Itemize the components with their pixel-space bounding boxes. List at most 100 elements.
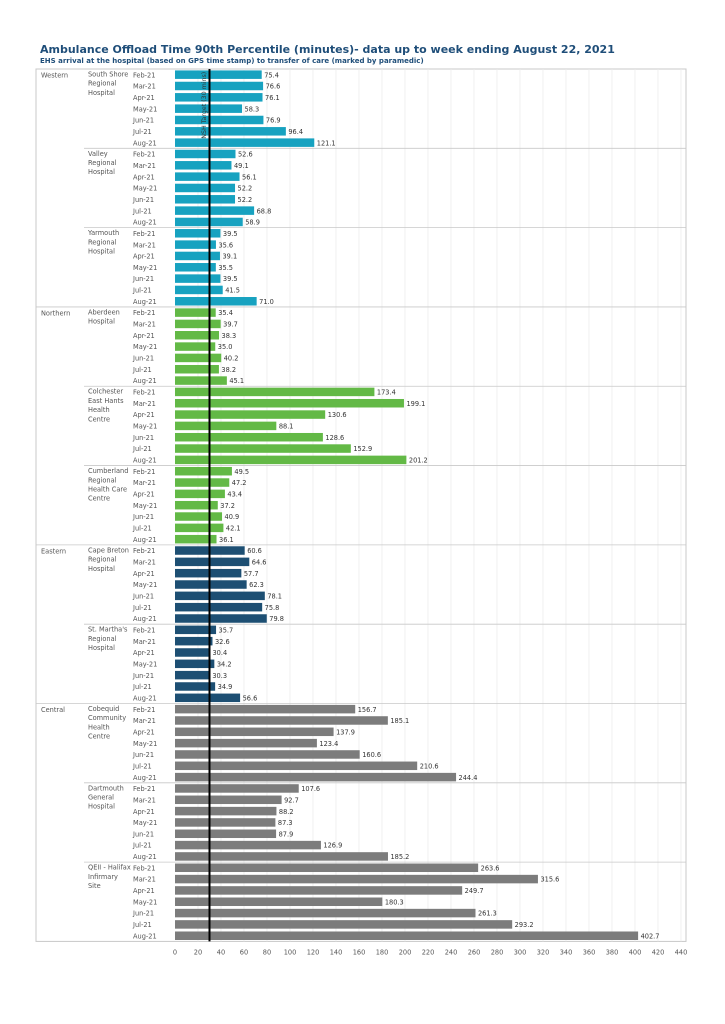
bar [175,557,250,567]
hospital-label: Hospital [88,803,115,811]
data-label: 96.4 [288,128,303,136]
month-label: Apr-21 [133,411,155,419]
bar [175,795,282,805]
data-label: 45.1 [229,377,244,385]
bar [175,829,277,839]
data-label: 56.6 [243,694,258,702]
data-label: 76.6 [266,83,281,91]
data-label: 52.2 [238,185,253,193]
data-label: 40.9 [225,513,240,521]
bar [175,659,215,669]
data-label: 263.6 [481,864,500,872]
data-label: 47.2 [232,479,247,487]
month-label: Jun-21 [132,355,154,363]
data-label: 39.5 [223,275,238,283]
data-label: 87.9 [279,830,294,838]
hospital-label: Valley [88,150,108,158]
bar [175,648,210,657]
month-label: Aug-21 [133,853,157,861]
bar [175,274,221,283]
bar [175,149,236,159]
data-label: 130.6 [328,411,347,419]
bar [175,263,216,272]
hospital-label: Centre [88,495,110,503]
data-label: 76.1 [265,94,280,102]
bar [175,251,220,261]
hospital-label: Colchester [88,388,123,396]
month-label: May-21 [133,581,157,589]
month-label: Jul-21 [132,683,152,691]
x-tick-label: 180 [376,948,389,956]
bar [175,614,267,623]
bar [175,466,232,476]
month-label: May-21 [133,740,157,748]
month-label: Apr-21 [133,94,155,102]
data-label: 38.3 [222,332,237,340]
x-tick-label: 0 [173,948,177,956]
month-label: Aug-21 [133,139,157,147]
data-label: 75.4 [264,71,279,79]
month-label: Aug-21 [133,774,157,782]
hospital-label: Regional [88,159,117,167]
bar [175,206,255,215]
hospital-label: Hospital [88,89,115,97]
bar [175,364,219,374]
bar [175,195,236,204]
bar [175,489,225,499]
data-label: 123.4 [319,740,338,748]
month-label: Feb-21 [133,626,155,634]
data-label: 107.6 [301,785,320,793]
data-label: 41.5 [225,287,240,295]
hospital-label: Hospital [88,168,115,176]
hospital-label: Cumberland [88,467,128,475]
bar [175,591,265,601]
x-tick-label: 320 [537,948,550,956]
hospital-label: General [88,793,114,801]
x-tick-label: 360 [583,948,596,956]
month-label: Jun-21 [132,434,154,442]
data-label: 315.6 [540,876,559,884]
bar [175,172,240,181]
bar [175,761,418,771]
bar [175,387,375,397]
month-label: Mar-21 [133,162,156,170]
month-label: Apr-21 [133,887,155,895]
data-label: 60.6 [247,547,262,555]
zone-label-central: Central [41,706,65,714]
data-label: 75.8 [265,604,280,612]
month-label: Apr-21 [133,253,155,261]
data-label: 35.5 [218,264,233,272]
month-label: Aug-21 [133,377,157,385]
data-label: 57.7 [244,570,259,578]
month-label: Jun-21 [132,592,154,600]
bar [175,319,221,329]
month-label: Mar-21 [133,638,156,646]
month-label: Jun-21 [132,196,154,204]
data-label: 42.1 [226,525,241,533]
bar [175,897,383,907]
x-tick-label: 220 [422,948,435,956]
x-tick-label: 200 [399,948,412,956]
month-label: Mar-21 [133,321,156,329]
data-label: 128.6 [325,434,344,442]
data-label: 39.7 [223,321,238,329]
bar [175,93,263,102]
month-label: May-21 [133,819,157,827]
month-label: Feb-21 [133,468,155,476]
data-label: 137.9 [336,728,355,736]
zone-label-northern: Northern [41,309,70,317]
month-label: May-21 [133,502,157,510]
month-label: May-21 [133,898,157,906]
month-label: May-21 [133,105,157,113]
bar [175,772,457,782]
data-label: 88.2 [279,808,294,816]
month-label: Mar-21 [133,241,156,249]
month-label: Jul-21 [132,366,152,374]
bar [175,704,356,714]
data-label: 32.6 [215,638,230,646]
data-label: 126.9 [323,842,342,850]
x-tick-label: 140 [330,948,343,956]
bar [175,115,264,125]
bar [175,331,220,340]
month-label: Mar-21 [133,558,156,566]
